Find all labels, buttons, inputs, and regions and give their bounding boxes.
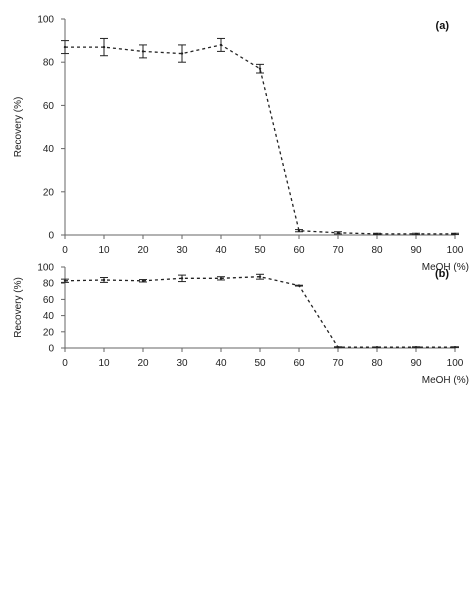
x-tick-label: 40 [215, 358, 227, 369]
x-tick-label: 90 [410, 358, 422, 369]
data-point [258, 67, 262, 70]
x-tick-label: 80 [371, 358, 383, 369]
panel-label: (b) [435, 268, 449, 280]
x-tick-label: 0 [62, 245, 68, 256]
data-point [375, 345, 379, 349]
data-point [414, 345, 418, 349]
x-tick-label: 90 [410, 245, 422, 256]
data-point [297, 229, 301, 232]
data-point [219, 43, 223, 47]
data-point [375, 232, 379, 236]
y-tick-label: 40 [43, 311, 55, 322]
x-tick-label: 40 [215, 245, 227, 256]
y-tick-label: 0 [48, 344, 54, 355]
y-tick-label: 100 [37, 15, 54, 26]
data-point [63, 45, 67, 49]
x-tick-label: 70 [332, 245, 344, 256]
data-point [297, 284, 301, 287]
x-tick-label: 100 [447, 358, 464, 369]
x-axis-title: MeOH (%) [422, 262, 469, 273]
x-tick-label: 60 [293, 358, 305, 369]
data-point [63, 279, 67, 282]
y-axis-title: Recovery (%) [13, 97, 24, 158]
y-tick-label: 20 [43, 327, 55, 338]
y-tick-label: 40 [43, 144, 55, 155]
data-point [453, 345, 457, 349]
data-point [102, 278, 106, 282]
x-tick-label: 50 [254, 245, 266, 256]
y-tick-label: 60 [43, 295, 55, 306]
y-tick-label: 100 [37, 263, 54, 274]
y-axis-title: Recovery (%) [13, 277, 24, 338]
x-tick-label: 100 [447, 245, 464, 256]
y-tick-label: 60 [43, 101, 55, 112]
y-tick-label: 80 [43, 58, 55, 69]
y-tick-label: 0 [48, 231, 54, 242]
x-tick-label: 30 [176, 358, 188, 369]
data-point [141, 50, 145, 53]
data-point [453, 232, 457, 236]
x-tick-label: 50 [254, 358, 266, 369]
data-point [102, 45, 106, 49]
x-tick-label: 10 [98, 358, 110, 369]
data-point [141, 279, 145, 282]
x-tick-label: 80 [371, 245, 383, 256]
x-tick-label: 60 [293, 245, 305, 256]
x-tick-label: 20 [137, 245, 149, 256]
y-tick-label: 80 [43, 279, 55, 290]
y-tick-label: 20 [43, 187, 55, 198]
x-tick-label: 0 [62, 358, 68, 369]
data-point [180, 277, 184, 280]
x-tick-label: 20 [137, 358, 149, 369]
x-tick-label: 10 [98, 245, 110, 256]
panel-label: (a) [436, 20, 450, 32]
data-point [219, 277, 223, 280]
data-point [180, 52, 184, 55]
series-line [64, 276, 455, 348]
x-tick-label: 30 [176, 245, 188, 256]
data-point [336, 345, 340, 349]
data-point [336, 231, 340, 235]
chart-panel-a: 0 20 40 60 80 100 0 10 20 30 40 50 60 70 80 90 100 MeOH (… [13, 15, 469, 274]
data-point [258, 275, 262, 278]
chart-panel-b: 0 20 40 60 80 100 0 10 20 30 40 50 60 70 80 90 100 MeOH (… [13, 263, 469, 387]
x-axis-title: MeOH (%) [422, 375, 469, 386]
data-point [414, 232, 418, 236]
x-tick-label: 70 [332, 358, 344, 369]
